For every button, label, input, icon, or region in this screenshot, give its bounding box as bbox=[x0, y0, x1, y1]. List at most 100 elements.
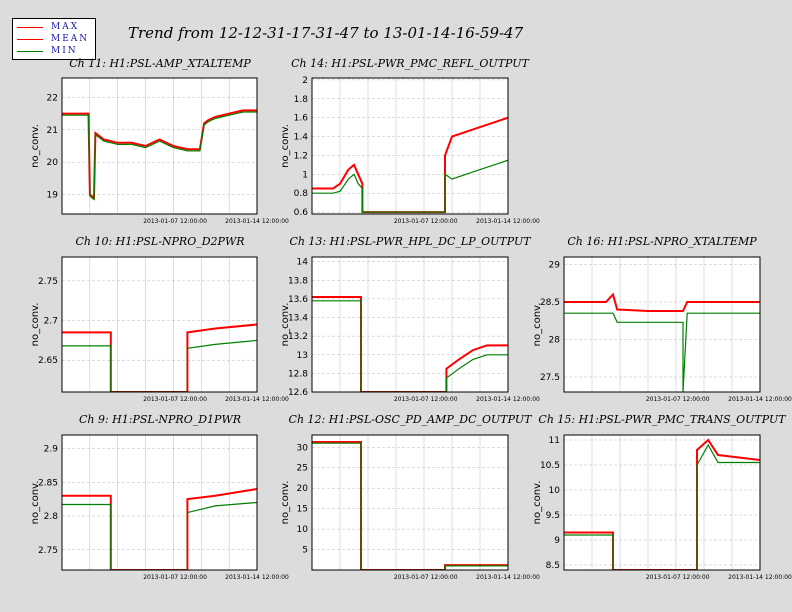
plot-area bbox=[62, 78, 257, 214]
x-tick-label: 2013-01-07 12:00:00 bbox=[394, 396, 458, 403]
legend-line-max bbox=[17, 27, 43, 28]
plot-area bbox=[312, 435, 508, 570]
chart-panel: 0.6 0.8 1 1.2 1.4 1.6 1.8 2 2013-01-07 12:00:00 2… bbox=[280, 76, 540, 225]
y-tick-label: 8.5 bbox=[546, 561, 560, 571]
y-tick-label: 1 bbox=[302, 170, 308, 180]
chart-panel: 2.75 2.8 2.85 2.9 2013-01-07 12:00:00 2013-01… bbox=[30, 434, 289, 581]
y-tick-label: 1.6 bbox=[294, 114, 309, 124]
legend-line-min bbox=[17, 51, 43, 52]
chart-title: Ch 9: H1:PSL-NPRO_D1PWR bbox=[78, 413, 242, 426]
y-tick-label: 13.4 bbox=[288, 314, 308, 324]
y-tick-label: 1.8 bbox=[294, 95, 309, 105]
chart-panel: 19 20 21 22 2013-01-07 12:00:00 2013-01-14 12… bbox=[30, 77, 289, 225]
x-tick-label: 2013-01-07 12:00:00 bbox=[394, 218, 458, 225]
y-tick-label: 14 bbox=[297, 258, 309, 268]
y-tick-label: 0.8 bbox=[294, 189, 309, 199]
chart-panel: 5 10 15 20 25 30 2013-01-07 12:00:00 2013-01-14… bbox=[280, 434, 540, 581]
x-tick-label: 2013-01-07 12:00:00 bbox=[646, 574, 710, 581]
y-tick-label: 2 bbox=[302, 76, 308, 86]
y-tick-label: 10 bbox=[549, 486, 561, 496]
y-tick-label: 1.4 bbox=[294, 133, 309, 143]
series-line-max bbox=[564, 292, 760, 312]
y-tick-label: 28 bbox=[549, 336, 561, 346]
y-axis-label: no_conv. bbox=[280, 303, 291, 347]
y-axis-label: no_conv. bbox=[532, 303, 543, 347]
chart-title: Ch 11: H1:PSL-AMP_XTALTEMP bbox=[69, 57, 251, 70]
y-axis-label: no_conv. bbox=[280, 481, 291, 525]
y-tick-label: 2.8 bbox=[44, 512, 59, 522]
y-tick-label: 13.8 bbox=[288, 276, 308, 286]
y-axis-label: no_conv. bbox=[280, 124, 291, 168]
legend-item-max: MAX bbox=[17, 22, 95, 34]
x-tick-label: 2013-01-14 12:00:00 bbox=[225, 574, 289, 581]
x-tick-label: 2013-01-07 12:00:00 bbox=[143, 396, 207, 403]
y-tick-label: 27.5 bbox=[540, 373, 560, 383]
y-tick-label: 20 bbox=[47, 158, 59, 168]
x-tick-label: 2013-01-14 12:00:00 bbox=[476, 396, 540, 403]
series-line-min bbox=[564, 312, 760, 392]
chart-title: Ch 12: H1:PSL-OSC_PD_AMP_DC_OUTPUT bbox=[288, 413, 532, 426]
series-line-min bbox=[62, 111, 257, 201]
y-tick-label: 13.6 bbox=[288, 295, 308, 305]
y-axis-label: no_conv. bbox=[30, 481, 41, 525]
series-line-max bbox=[62, 488, 257, 570]
x-tick-label: 2013-01-07 12:00:00 bbox=[143, 218, 207, 225]
chart-title: Ch 10: H1:PSL-NPRO_D2PWR bbox=[75, 235, 245, 248]
y-tick-label: 25 bbox=[297, 464, 308, 474]
series-line-min bbox=[312, 159, 508, 213]
y-tick-label: 21 bbox=[47, 126, 58, 136]
y-tick-label: 0.6 bbox=[294, 208, 309, 218]
y-tick-label: 12.8 bbox=[288, 369, 308, 379]
x-tick-label: 2013-01-14 12:00:00 bbox=[728, 574, 792, 581]
chart-panel: 27.5 28 28.5 29 2013-01-07 12:00:00 2013-01-1… bbox=[532, 256, 792, 403]
x-tick-label: 2013-01-14 12:00:00 bbox=[728, 396, 792, 403]
series-line-min bbox=[312, 300, 508, 392]
y-tick-label: 13.2 bbox=[288, 332, 308, 342]
legend-item-mean: MEAN bbox=[17, 34, 95, 46]
series-line-min bbox=[312, 442, 508, 570]
y-tick-label: 12.6 bbox=[288, 388, 308, 398]
chart-title: Ch 14: H1:PSL-PWR_PMC_REFL_OUTPUT bbox=[291, 57, 529, 70]
plot-frame bbox=[311, 77, 509, 215]
y-tick-label: 13 bbox=[297, 351, 308, 361]
y-tick-label: 19 bbox=[47, 191, 59, 201]
y-tick-label: 5 bbox=[302, 546, 308, 556]
y-tick-label: 10 bbox=[297, 525, 309, 535]
series-line-max bbox=[312, 441, 508, 570]
series-line-min bbox=[62, 339, 257, 392]
series-line-min bbox=[564, 443, 760, 570]
y-axis-label: no_conv. bbox=[30, 124, 41, 168]
plot-frame bbox=[563, 434, 761, 571]
y-tick-label: 30 bbox=[297, 443, 309, 453]
plot-frame bbox=[311, 256, 509, 393]
plot-frame bbox=[61, 77, 258, 215]
chart-title: Ch 16: H1:PSL-NPRO_XTALTEMP bbox=[567, 235, 757, 248]
y-tick-label: 11 bbox=[549, 436, 560, 446]
plot-area bbox=[62, 435, 257, 570]
y-tick-label: 1.2 bbox=[294, 151, 308, 161]
chart-panel: 12.6 12.8 13 13.2 13.4 13.6 13.8 14 2013-01-07 1… bbox=[280, 256, 540, 403]
plot-frame bbox=[61, 256, 258, 393]
chart-title: Ch 13: H1:PSL-PWR_HPL_DC_LP_OUTPUT bbox=[289, 235, 531, 248]
chart-title: Ch 15: H1:PSL-PWR_PMC_TRANS_OUTPUT bbox=[538, 413, 786, 426]
y-tick-label: 2.7 bbox=[44, 317, 58, 327]
legend-label-max: MAX bbox=[51, 22, 80, 32]
x-tick-label: 2013-01-14 12:00:00 bbox=[225, 396, 289, 403]
plot-area bbox=[62, 257, 257, 392]
legend-item-min: MIN bbox=[17, 46, 95, 58]
plot-area bbox=[564, 257, 760, 392]
y-tick-label: 2.75 bbox=[38, 277, 58, 287]
plot-frame bbox=[311, 434, 509, 571]
legend: MAX MEAN MIN bbox=[12, 18, 96, 60]
legend-label-min: MIN bbox=[51, 46, 78, 56]
y-tick-label: 2.65 bbox=[38, 356, 58, 366]
plot-frame bbox=[61, 434, 258, 571]
chart-panel: 2.65 2.7 2.75 2013-01-07 12:00:00 2013-01-14… bbox=[30, 256, 289, 403]
plot-frame bbox=[563, 256, 761, 393]
y-tick-label: 2.75 bbox=[38, 546, 58, 556]
plot-area bbox=[312, 78, 508, 214]
y-tick-label: 15 bbox=[297, 505, 308, 515]
x-tick-label: 2013-01-07 12:00:00 bbox=[143, 574, 207, 581]
y-tick-label: 20 bbox=[297, 484, 309, 494]
y-tick-label: 2.9 bbox=[44, 445, 59, 455]
